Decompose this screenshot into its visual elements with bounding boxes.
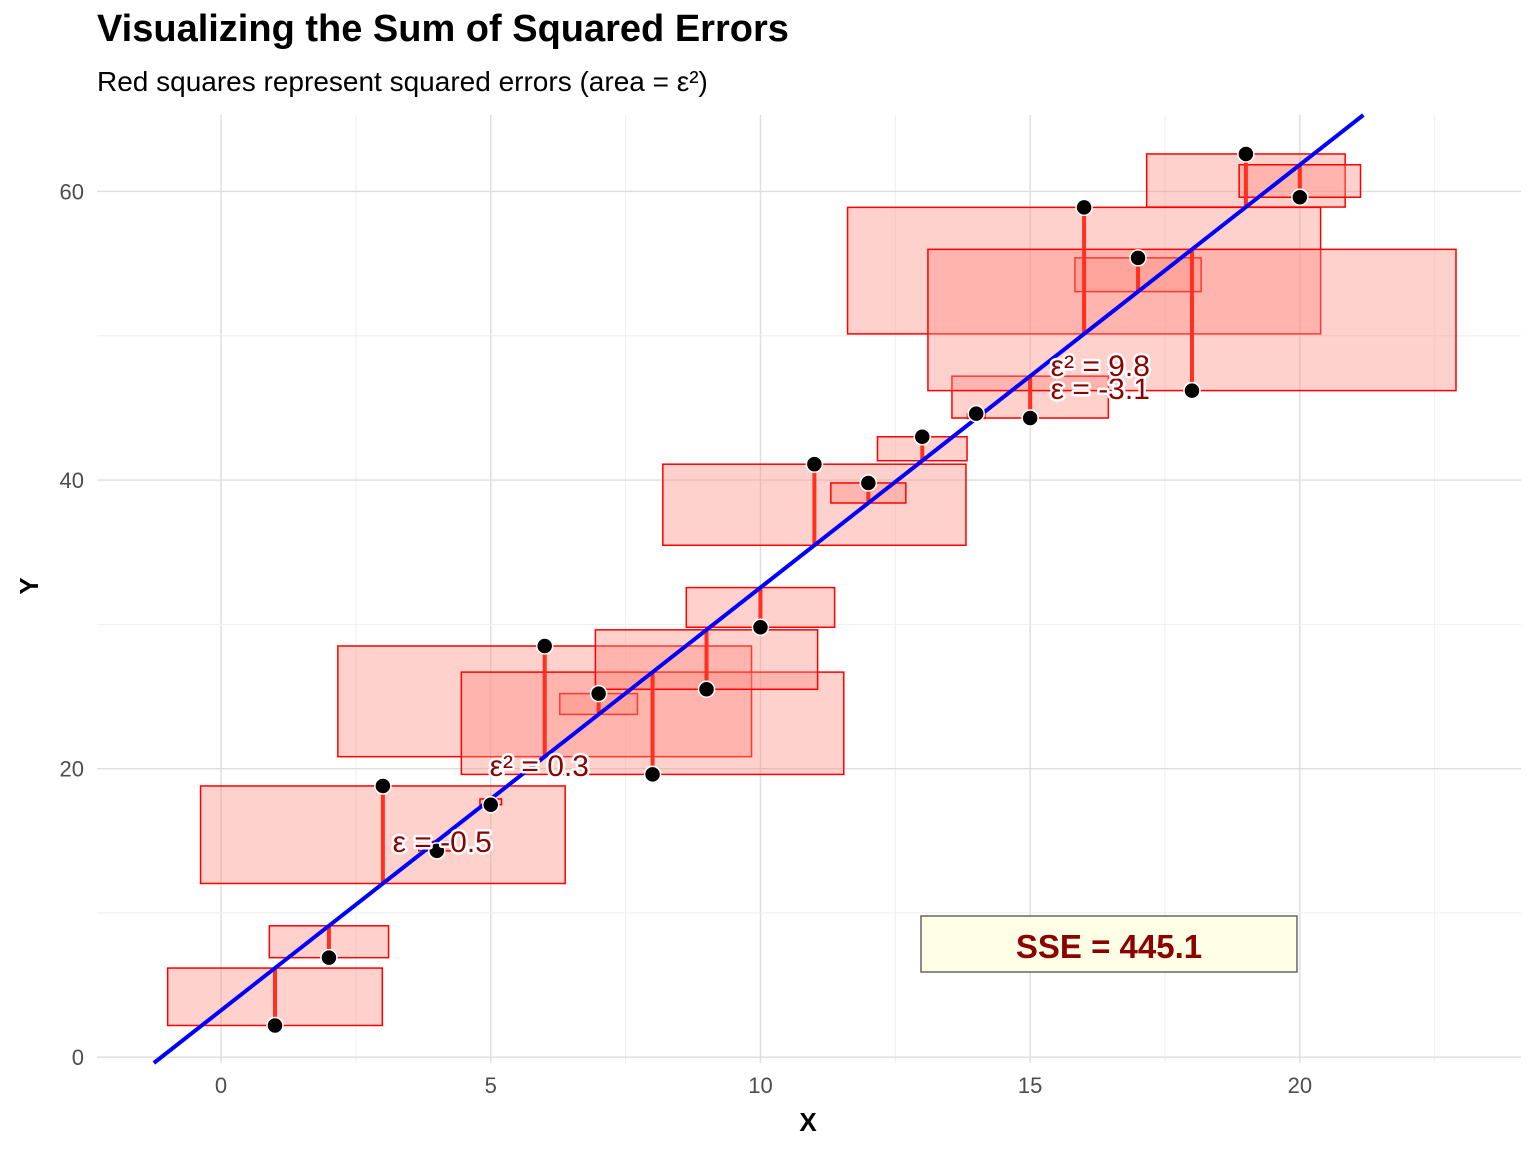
regression-line-group [152, 113, 1365, 1065]
grid-lines [97, 115, 1521, 1063]
data-point [913, 428, 932, 446]
residual-annotation: ε = -3.1 [1051, 373, 1150, 406]
x-tick-label: 20 [1288, 1073, 1312, 1098]
data-point [1129, 249, 1147, 267]
sse-label: SSE = 445.1 [1016, 928, 1202, 965]
chart-subtitle: Red squares represent squared errors (ar… [97, 66, 708, 97]
regression-line [152, 113, 1365, 1065]
x-axis-title: X [799, 1107, 817, 1137]
data-point [1237, 145, 1255, 163]
data-point [697, 680, 716, 699]
y-tick-label: 20 [60, 757, 84, 782]
data-point [266, 1016, 284, 1035]
sse-box [920, 915, 1298, 973]
x-tick-label: 10 [748, 1073, 772, 1098]
chart-title: Visualizing the Sum of Squared Errors [97, 8, 789, 50]
annotations: ε = -0.5 ε² = 0.3 ε = -3.1ε² = 9.8 [390, 348, 1152, 862]
x-tick-label: 0 [215, 1073, 227, 1098]
x-tick-label: 5 [485, 1073, 497, 1098]
data-point [751, 618, 770, 636]
data-point [589, 684, 608, 703]
y-tick-label: 40 [60, 468, 84, 493]
data-point [1075, 198, 1093, 217]
x-tick-label: 15 [1018, 1073, 1042, 1098]
axis-ticks: 0 5 10 15 20 0 20 40 60 [60, 179, 1313, 1098]
data-point [320, 948, 338, 967]
residual-annotation: ε² = 0.3 [490, 750, 589, 783]
y-tick-label: 0 [72, 1045, 84, 1070]
data-points [266, 145, 1309, 1035]
data-point [859, 474, 878, 492]
data-point [805, 455, 824, 473]
data-point [643, 765, 662, 784]
data-point [967, 404, 985, 423]
residual-annotation: ε² = 9.8 [1051, 350, 1150, 383]
data-point [374, 777, 392, 795]
y-tick-label: 60 [60, 179, 84, 204]
data-point [1291, 188, 1309, 206]
y-axis-title: Y [14, 577, 44, 594]
data-point [1183, 381, 1201, 400]
residual-annotation: ε = -0.5 [393, 826, 492, 859]
squared-error-squares [166, 153, 1457, 1027]
data-point [428, 842, 446, 860]
data-point [482, 795, 500, 814]
data-point [1021, 409, 1039, 427]
data-point [535, 637, 554, 655]
